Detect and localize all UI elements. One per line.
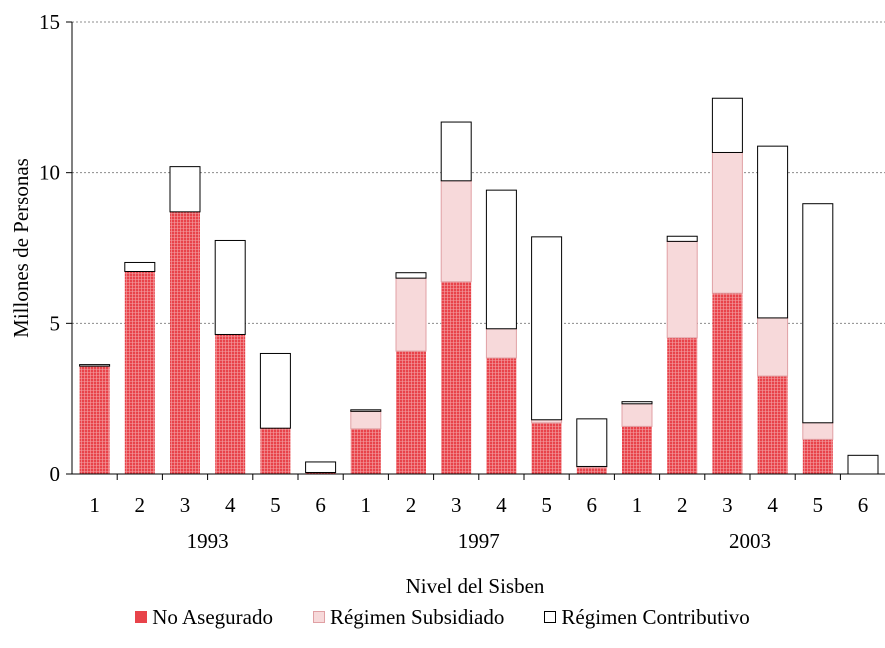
legend-swatch-no-asegurado (135, 611, 148, 623)
bar-segment-regimen-subsidiado (802, 422, 834, 440)
bar-segment-regimen-contributivo (350, 409, 382, 412)
bar-segment-regimen-contributivo (485, 189, 517, 330)
legend-item-regimen-contributivo: Régimen Contributivo (544, 604, 750, 630)
bar-segment-regimen-contributivo (169, 166, 201, 213)
x-group-label: 2003 (729, 529, 771, 553)
bar-segment-regimen-contributivo (440, 121, 472, 182)
bar-segment-regimen-contributivo (531, 236, 563, 421)
x-tick-label: 2 (406, 493, 417, 517)
bar-segment-regimen-subsidiado (666, 240, 698, 339)
bar-segment-regimen-contributivo (757, 145, 789, 319)
legend-item-no-asegurado: No Asegurado (135, 605, 273, 630)
bar-segment-regimen-subsidiado (395, 277, 427, 352)
bar-segment-regimen-contributivo (259, 352, 291, 429)
bar-segment-regimen-contributivo (802, 203, 834, 424)
bar-segment-regimen-contributivo (666, 235, 698, 242)
x-tick-label: 4 (767, 493, 778, 517)
bar-segment-no-asegurado (79, 366, 110, 474)
bar-segment-no-asegurado (667, 337, 698, 474)
bar-segment-regimen-contributivo (79, 364, 111, 367)
legend-item-regimen-subsidiado: Régimen Subsidiado (312, 604, 505, 630)
x-tick-label: 4 (225, 493, 236, 517)
x-tick-label: 4 (496, 493, 507, 517)
bar-segment-no-asegurado (622, 426, 652, 474)
y-tick-label: 5 (50, 311, 61, 335)
bar-segment-regimen-contributivo (395, 272, 427, 279)
y-axis-label: Millones de Personas (9, 158, 33, 338)
x-tick-label: 6 (587, 493, 598, 517)
stacked-bar-chart: 0 5 10 15 1 2 3 4 5 6 1993 1 2 3 4 5 6 1997 1 2 3 4 5 6 2003 Mil… (9, 10, 885, 598)
x-axis-label: Nivel del Sisben (406, 574, 545, 598)
x-tick-label: 1 (632, 493, 643, 517)
legend-label-regimen-contributivo: Régimen Contributivo (561, 604, 750, 629)
bar-segment-regimen-subsidiado (485, 328, 517, 359)
x-group-label: 1993 (187, 529, 229, 553)
bar-segment-regimen-subsidiado (440, 180, 472, 283)
legend-label-regimen-subsidiado: Régimen Subsidiado (329, 604, 505, 629)
bar-segment-no-asegurado (757, 376, 788, 474)
legend-label-no-asegurado: No Asegurado (152, 604, 273, 629)
y-tick-label: 15 (39, 10, 60, 34)
bar-segment-regimen-contributivo (214, 239, 246, 335)
bar-segment-regimen-contributivo (847, 454, 879, 475)
bar-segment-regimen-contributivo (305, 461, 337, 473)
x-group-label: 1997 (458, 529, 500, 553)
x-tick-label: 5 (813, 493, 824, 517)
bar-segment-no-asegurado (350, 428, 381, 474)
x-tick-label: 2 (677, 493, 688, 517)
x-tick-label: 5 (541, 493, 552, 517)
x-tick-label: 3 (451, 493, 462, 517)
bar-segment-regimen-contributivo (621, 401, 653, 405)
y-tick-label: 10 (39, 161, 60, 185)
bars (79, 97, 879, 475)
bar-segment-no-asegurado (305, 472, 336, 474)
x-tick-label: 5 (270, 493, 281, 517)
x-tick-label: 6 (315, 493, 326, 517)
bar-segment-no-asegurado (531, 422, 562, 474)
y-tick-label: 0 (50, 462, 61, 486)
bar-segment-regimen-subsidiado (711, 151, 743, 294)
x-tick-label: 3 (180, 493, 191, 517)
bar-segment-no-asegurado (215, 334, 246, 474)
bar-segment-regimen-subsidiado (350, 410, 382, 430)
legend: No Asegurado Régimen Subsidiado Régimen … (0, 602, 885, 632)
bar-segment-regimen-contributivo (124, 261, 156, 273)
x-tick-label: 6 (858, 493, 869, 517)
bar-segment-regimen-subsidiado (757, 317, 789, 377)
legend-swatch-regimen-contributivo (544, 611, 557, 623)
bar-segment-regimen-subsidiado (621, 403, 653, 427)
bar-segment-regimen-contributivo (576, 418, 608, 467)
bar-segment-no-asegurado (441, 281, 472, 474)
legend-swatch-regimen-subsidiado (312, 611, 325, 623)
bar-segment-no-asegurado (802, 439, 833, 474)
bar-segment-no-asegurado (260, 428, 291, 474)
x-tick-label: 1 (89, 493, 100, 517)
bar-segment-no-asegurado (576, 467, 607, 474)
gridlines (72, 21, 885, 324)
bar-segment-no-asegurado (170, 211, 200, 474)
bar-segment-regimen-contributivo (711, 97, 743, 153)
x-tick-label: 1 (361, 493, 372, 517)
x-tick-label: 3 (722, 493, 733, 517)
bar-segment-no-asegurado (124, 271, 155, 474)
bar-segment-no-asegurado (486, 357, 517, 474)
bar-segment-no-asegurado (396, 351, 426, 474)
x-tick-label: 2 (135, 493, 146, 517)
bar-segment-no-asegurado (712, 293, 743, 474)
axes: 0 5 10 15 1 2 3 4 5 6 1993 1 2 3 4 5 6 1997 1 2 3 4 5 6 2003 (39, 10, 885, 553)
